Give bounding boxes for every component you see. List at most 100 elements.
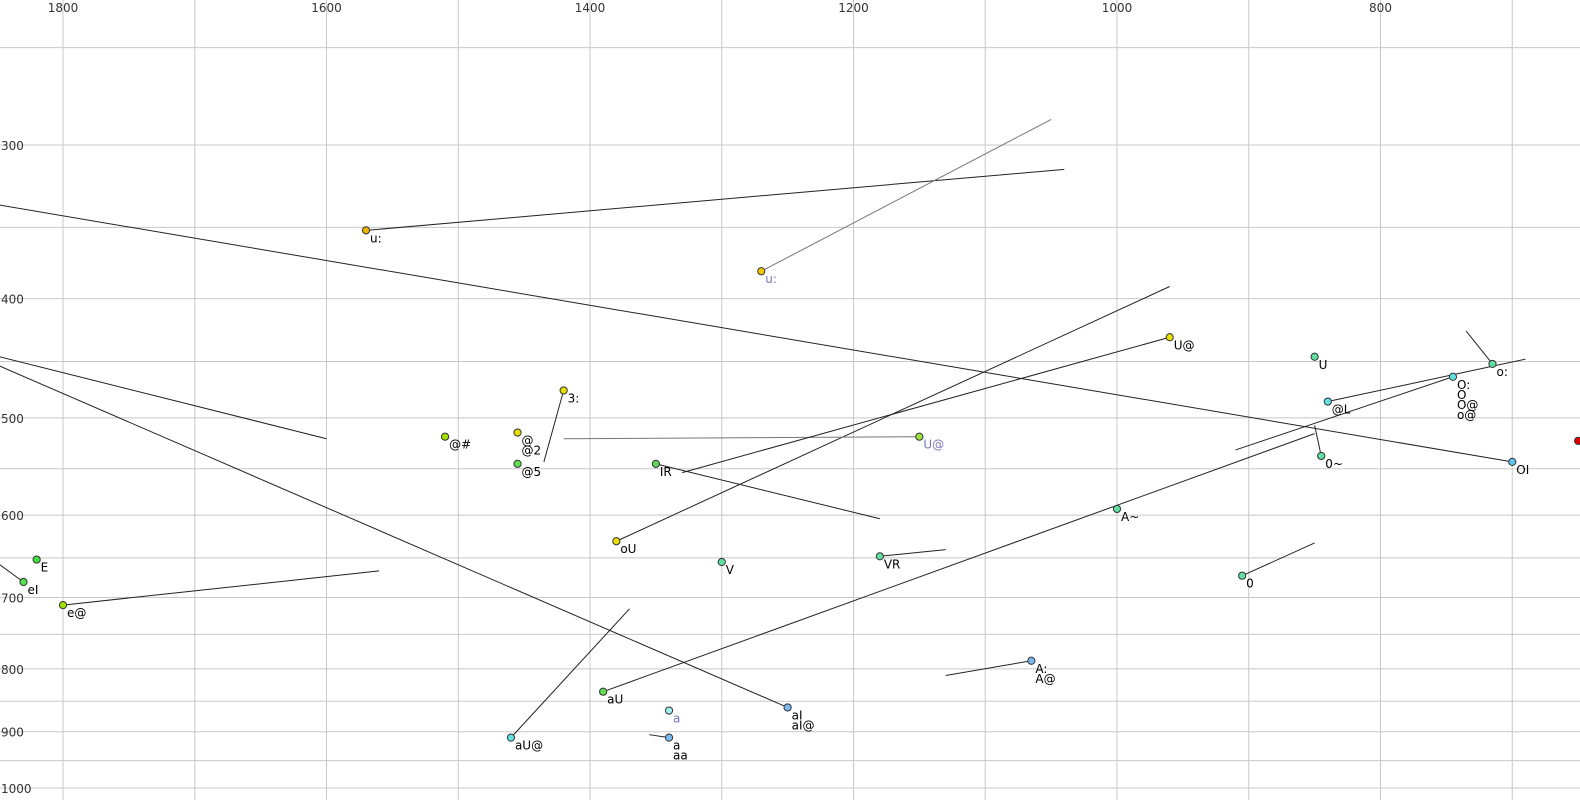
y-tick-label: 700 [1, 592, 24, 606]
vowel-point [1027, 656, 1036, 665]
vowel-point [32, 555, 41, 564]
vowel-point [58, 600, 68, 610]
vowel-point [1112, 504, 1122, 514]
x-tick-label: 1200 [838, 1, 869, 15]
y-tick-label: 1000 [1, 782, 32, 796]
vowel-label: 0~ [1325, 457, 1343, 471]
vowel-point [651, 459, 660, 468]
x-tick-label: 1800 [48, 1, 79, 15]
vowel-point [717, 557, 726, 567]
x-tick-label: 800 [1369, 1, 1392, 15]
vowel-label: @2 [522, 444, 542, 458]
vowel-point [361, 226, 371, 235]
vowel-points [19, 226, 1580, 742]
x-tick-label: 1000 [1102, 1, 1133, 15]
vowel-label: V [726, 563, 735, 577]
vowel-label: @L [1332, 403, 1351, 417]
vowel-label: A: [1035, 662, 1047, 676]
vowel-label: U@ [923, 438, 944, 452]
vowel-trajectory [1235, 376, 1454, 451]
vowel-point [664, 706, 674, 715]
vowel-point [506, 733, 516, 742]
vowel-trajectory [1314, 425, 1322, 457]
vowel-trajectory [945, 660, 1032, 676]
trajectory-layer [0, 119, 1526, 739]
vowel-label: aa [673, 749, 688, 763]
vowel-point [1165, 333, 1174, 342]
vowel-point [1488, 359, 1497, 369]
vowel-label: 0 [1246, 577, 1254, 591]
vowel-label: u: [370, 231, 382, 245]
vowel-point [1574, 436, 1580, 445]
y-tick-label: 800 [1, 663, 24, 677]
x-tick-label: 1400 [575, 1, 606, 15]
vowel-point [915, 432, 924, 441]
vowel-trajectory [62, 570, 380, 606]
vowel-label: oU [620, 542, 636, 556]
vowel-point [664, 733, 674, 742]
vowel-point [783, 703, 792, 712]
vowel-trajectory [879, 549, 946, 557]
vowel-point [1323, 397, 1332, 406]
vowel-label: O@ [1457, 398, 1478, 412]
vowel-label: OI [1516, 463, 1529, 477]
vowel-label: @5 [522, 465, 542, 479]
vowel-trajectory [0, 365, 788, 708]
vowel-label: aI [792, 708, 803, 722]
vowel-trajectory [0, 204, 1513, 463]
vowel-label: o@ [1457, 408, 1476, 422]
vowel-label: @ [522, 434, 534, 448]
vowel-trajectory [510, 608, 630, 738]
vowel-label: aU@ [515, 739, 543, 753]
vowel-point [875, 552, 884, 561]
vowel-label: O [1457, 388, 1466, 402]
vowel-label: U@ [1174, 338, 1195, 352]
vowel-trajectory [603, 433, 1315, 693]
vowel-point [19, 577, 28, 587]
vowel-point [1508, 457, 1517, 466]
vowel-label: u: [765, 272, 777, 286]
y-tick-label: 500 [1, 412, 24, 426]
vowel-label: IR [660, 465, 672, 479]
vowel-trajectory [543, 390, 565, 463]
vowel-label: O: [1457, 378, 1470, 392]
vowel-trajectory [655, 463, 880, 520]
y-tick-label: 900 [1, 726, 24, 740]
vowel-label: e@ [67, 606, 86, 620]
vowel-point [599, 687, 608, 696]
y-tick-label: 600 [1, 509, 24, 523]
vowel-point [440, 432, 450, 441]
y-tick-label: 300 [1, 139, 24, 153]
vowel-label: eI [27, 583, 38, 597]
vowel-label: U [1319, 358, 1328, 372]
vowel-label: A~ [1121, 510, 1139, 524]
vowel-labels: i:i@i@3iII2e:EeIe@u:u:@#@@2@53:IRoUVVRU@… [27, 231, 1529, 763]
vowel-point [1310, 352, 1319, 361]
vowel-trajectory [0, 356, 327, 440]
vowel-label: VR [884, 557, 901, 571]
vowel-point [513, 459, 522, 468]
vowel-point [1317, 451, 1326, 461]
vowel-label: @# [449, 438, 471, 452]
vowel-point [612, 537, 621, 546]
vowel-label: 3: [568, 391, 580, 405]
vowel-trajectory [682, 336, 1170, 474]
vowel-label: E [41, 561, 49, 575]
vowel-point [513, 428, 522, 437]
vowel-label: o: [1496, 365, 1507, 379]
vowel-trajectory [563, 436, 920, 440]
vowel-point [559, 386, 568, 395]
vowel-label: aU [607, 693, 623, 707]
vowel-label: aI@ [792, 718, 815, 732]
vowel-point [1448, 372, 1458, 381]
vowel-trajectory [1465, 330, 1493, 365]
vowel-trajectory [365, 168, 1065, 231]
x-tick-label: 1600 [311, 1, 342, 15]
vowel-trajectory [761, 119, 1052, 272]
vowel-point [1238, 571, 1247, 580]
vowel-point [757, 267, 766, 276]
vowel-trajectory [1241, 542, 1315, 577]
vowel-label: a [673, 712, 680, 726]
